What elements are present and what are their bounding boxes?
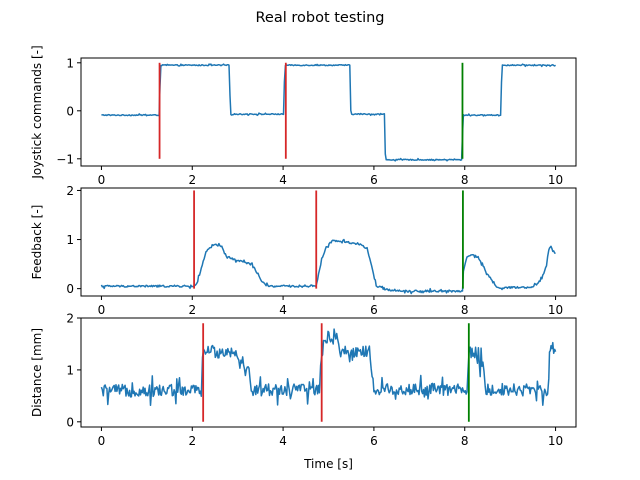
- x-axis-label: Time [s]: [303, 457, 353, 471]
- x-tick-label: 2: [188, 303, 196, 317]
- y-tick-label: 0: [66, 282, 74, 296]
- x-tick-label: 0: [98, 173, 106, 187]
- x-tick-label: 2: [188, 434, 196, 448]
- y-tick-label: 2: [66, 312, 74, 326]
- data-series-line: [100, 238, 556, 295]
- figure-title: Real robot testing: [255, 10, 384, 26]
- x-tick-label: 4: [279, 303, 287, 317]
- y-tick-label: 2: [66, 184, 74, 198]
- subplot-2: 0 2 4 6 8 10 0 1 2 Feedback [-]: [30, 184, 577, 317]
- x-tick-label: 10: [548, 434, 563, 448]
- y-tick-label: −1: [56, 152, 74, 166]
- data-series-line: [101, 63, 557, 162]
- x-tick-label: 0: [98, 434, 106, 448]
- x-tick-label: 6: [370, 434, 378, 448]
- y-axis-label: Feedback [-]: [30, 205, 44, 280]
- y-axis-label: Joystick commands [-]: [30, 45, 44, 179]
- x-tick-label: 6: [370, 173, 378, 187]
- y-tick-label: 1: [66, 56, 74, 70]
- y-tick-label: 1: [66, 363, 74, 377]
- subplot-1: 0 2 4 6 8 10 −1 0 1 Joystick commands [-]: [30, 45, 577, 187]
- x-tick-label: 10: [548, 173, 563, 187]
- y-axis-label: Distance [mm]: [30, 328, 44, 417]
- axes-frame: [80, 317, 577, 428]
- x-tick-label: 10: [548, 303, 563, 317]
- axes-frame: [80, 57, 577, 167]
- x-tick-label: 0: [98, 303, 106, 317]
- y-tick-label: 0: [66, 415, 74, 429]
- x-tick-label: 4: [279, 434, 287, 448]
- x-tick-label: 4: [279, 173, 287, 187]
- axes-frame: [80, 187, 577, 297]
- x-tick-label: 8: [461, 303, 469, 317]
- subplot-3: 0 2 4 6 8 10 0 1 2 Distance [mm] Time [s]: [30, 312, 577, 471]
- x-tick-label: 8: [461, 434, 469, 448]
- x-tick-label: 8: [461, 173, 469, 187]
- y-tick-label: 0: [66, 104, 74, 118]
- data-series-line: [100, 328, 557, 407]
- y-tick-label: 1: [66, 233, 74, 247]
- x-tick-label: 2: [188, 173, 196, 187]
- x-tick-label: 6: [370, 303, 378, 317]
